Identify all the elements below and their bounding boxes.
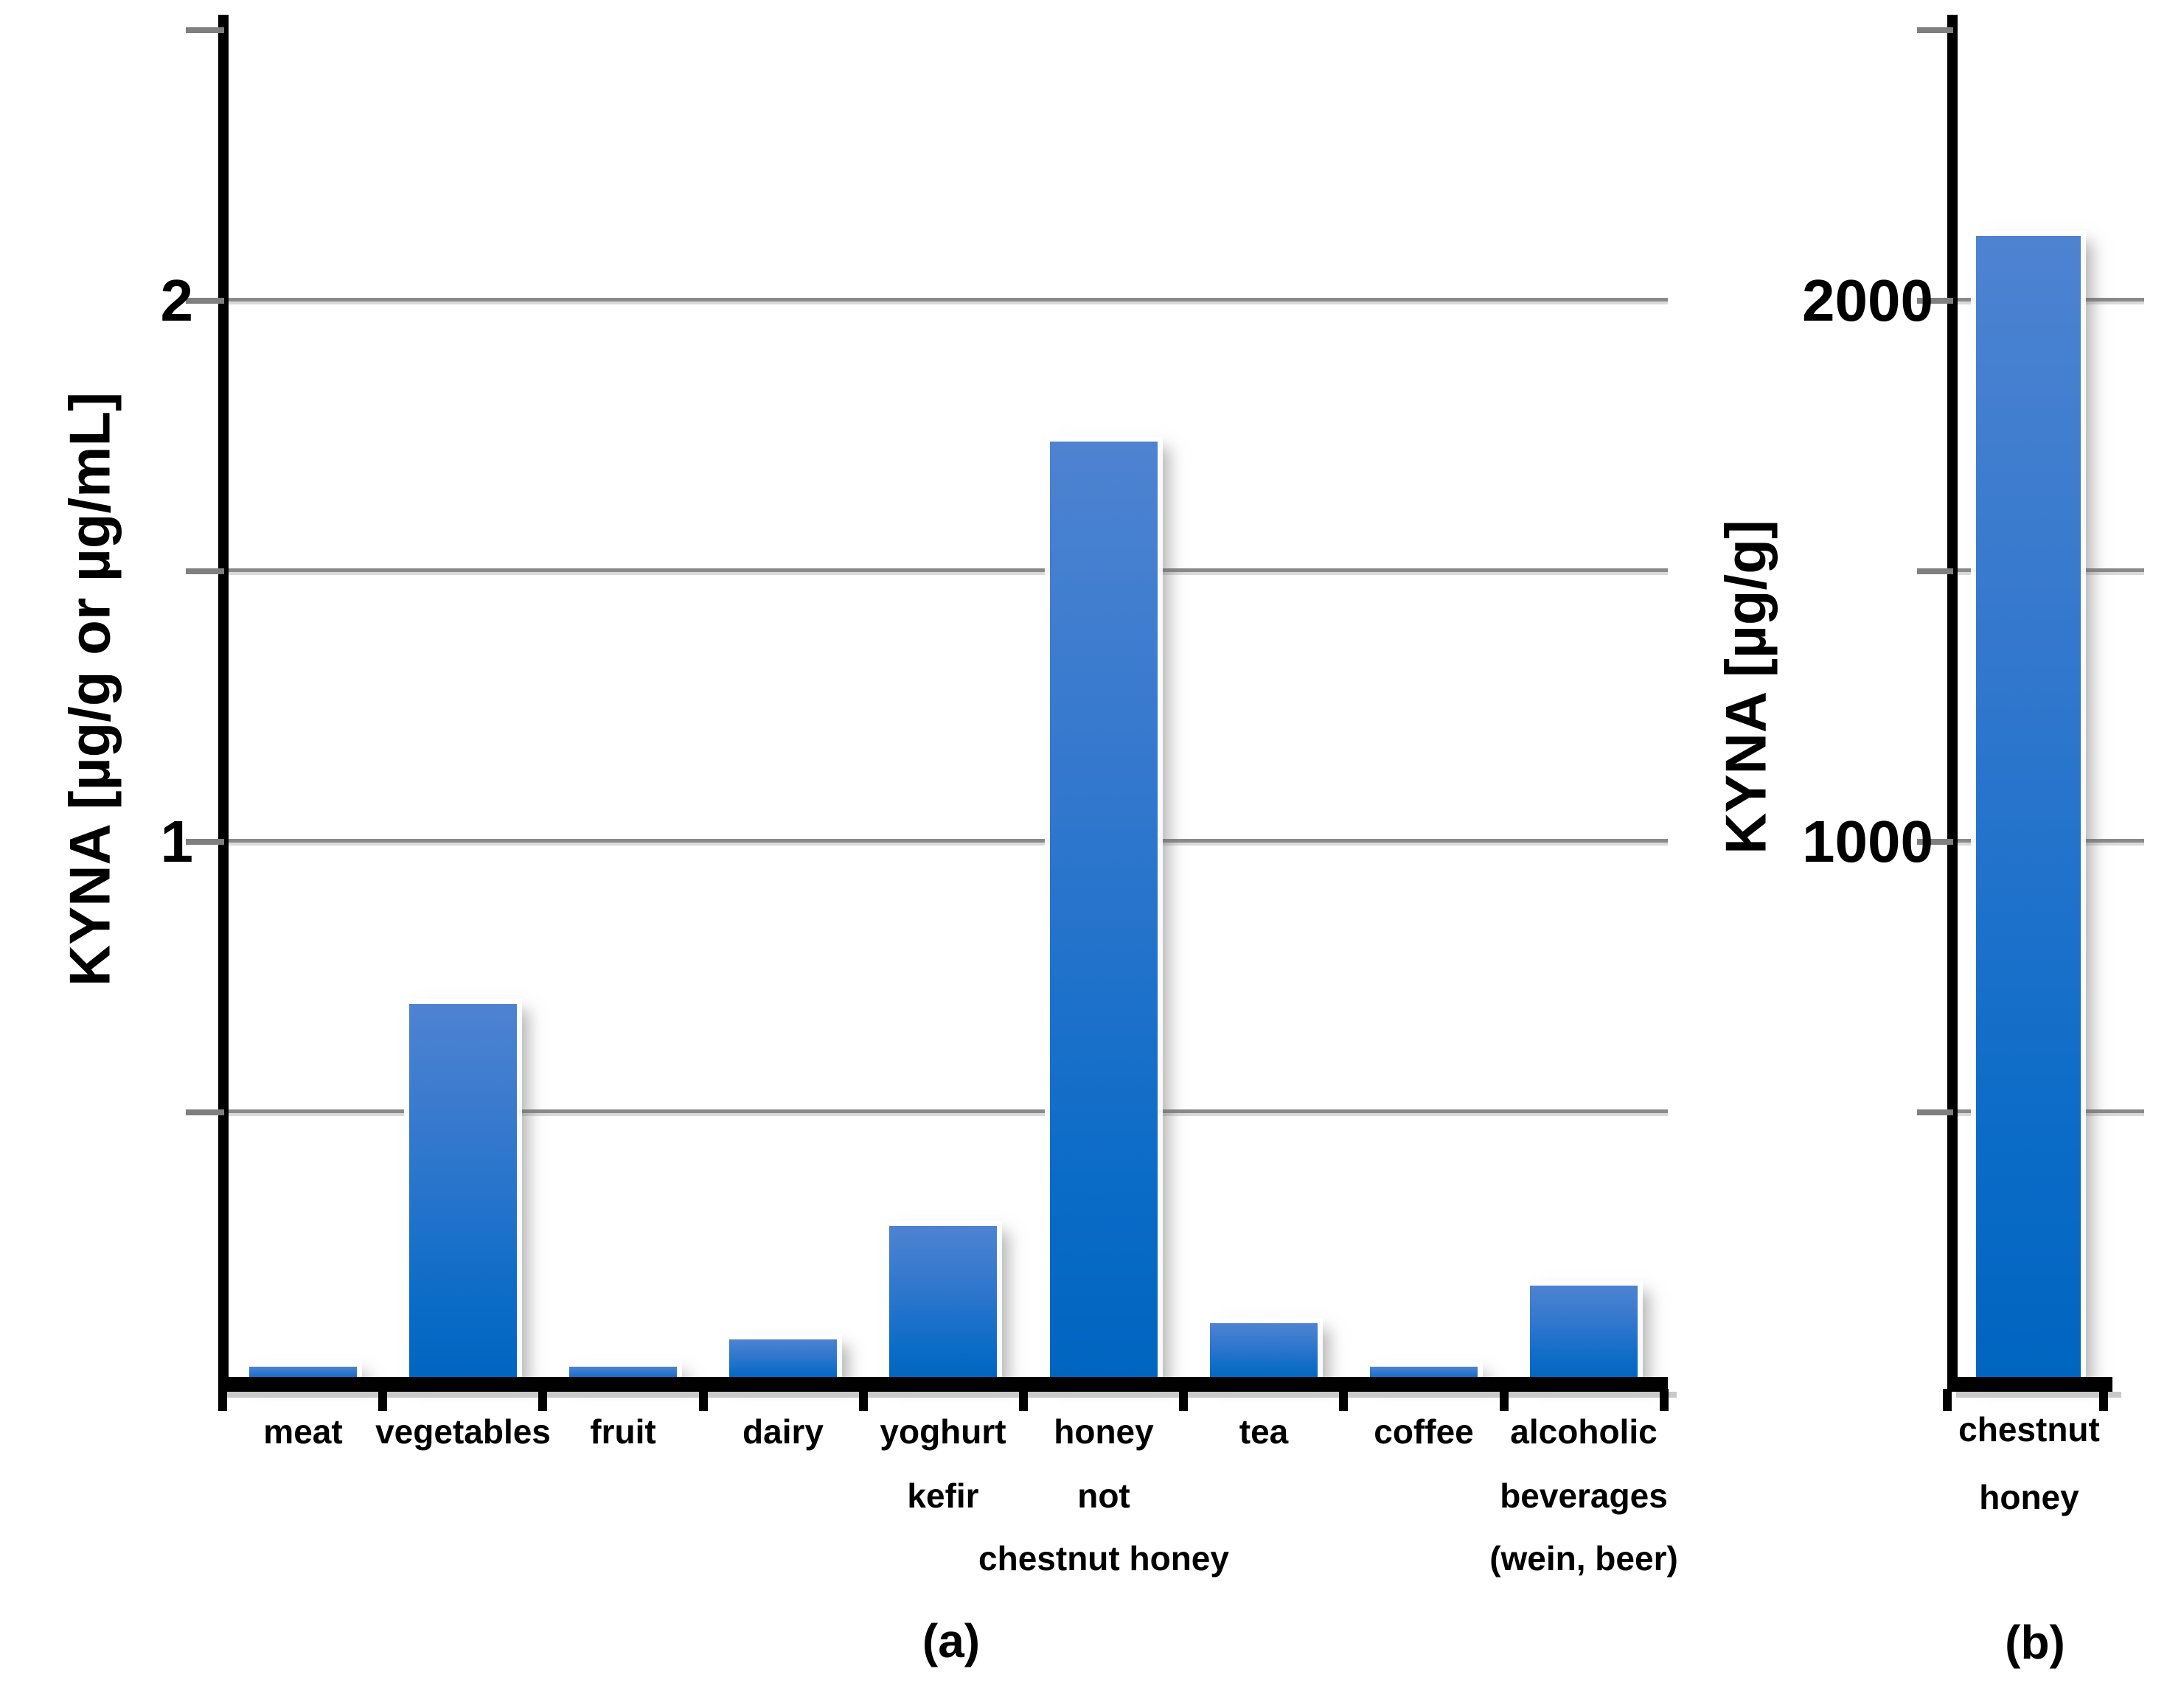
category-label-meat-line1: meat (263, 1412, 343, 1451)
category-label-honey-line1: honey (1054, 1412, 1154, 1451)
x-tick-a-3 (699, 1389, 708, 1411)
y-tick-a-0.5 (186, 1109, 224, 1115)
y-tick-b-2000 (1917, 298, 1953, 304)
y-tick-label-b-1000: 1000 (1802, 809, 1933, 874)
gridline-a-1 (229, 839, 1668, 846)
x-tick-a-4 (859, 1389, 868, 1411)
category-label-honey-line3: chestnut honey (978, 1539, 1229, 1578)
category-label-yoghurt-line2: kefir (907, 1477, 979, 1515)
x-tick-a-6 (1179, 1389, 1188, 1411)
y-tick-b-500 (1917, 1109, 1953, 1115)
category-label-yoghurt-line1: yoghurt (880, 1412, 1006, 1451)
category-label-coffee-line1: coffee (1374, 1412, 1474, 1451)
bar-yoghurt (889, 1226, 997, 1381)
category-label-vegetables-line1: vegetables (375, 1412, 551, 1451)
x-tick-a-0 (218, 1389, 227, 1411)
y-tick-label-a-2: 2 (160, 268, 194, 333)
y-tick-label-b-2000: 2000 (1802, 268, 1933, 333)
gridline-a-0.5 (229, 1109, 1668, 1116)
x-axis-shadow-b (1956, 1392, 2121, 1398)
y-tick-a-1.5 (186, 568, 224, 574)
bar-dairy (729, 1339, 837, 1381)
x-axis-line-a (218, 1377, 1668, 1392)
y-tick-label-a-1: 1 (160, 809, 194, 874)
x-tick-b-0 (1943, 1389, 1952, 1411)
x-tick-a-2 (538, 1389, 547, 1411)
gridline-a-1.5 (229, 568, 1668, 575)
panel-b-caption: (b) (2005, 1616, 2065, 1669)
x-tick-a-7 (1339, 1389, 1348, 1411)
category-label-chestnut-line1: chestnut (1958, 1410, 2100, 1449)
bar-honey (1050, 442, 1158, 1381)
bar-vegetables (409, 1004, 517, 1381)
category-label-alcoholic-line2: beverages (1500, 1477, 1668, 1515)
x-axis-line-b (1947, 1377, 2112, 1392)
bar-alcoholic (1530, 1286, 1638, 1381)
y-tick-b-2500 (1917, 27, 1953, 33)
x-tick-a-5 (1019, 1389, 1028, 1411)
category-label-chestnut-line2: honey (1979, 1478, 2079, 1516)
y-tick-a-2 (186, 298, 224, 304)
y-axis-title-panel-a: KYNA [µg/g or µg/mL] (57, 391, 122, 987)
gridline-a-2 (229, 298, 1668, 304)
panel-a-caption: (a) (922, 1614, 981, 1667)
y-axis-line-b (1947, 15, 1958, 1392)
y-tick-a-1 (186, 839, 224, 845)
category-label-honey-line2: not (1077, 1477, 1130, 1515)
x-tick-a-8 (1500, 1389, 1509, 1411)
bar-tea (1210, 1323, 1318, 1381)
y-tick-a-2.5 (186, 27, 224, 33)
category-label-fruit-line1: fruit (590, 1412, 656, 1451)
x-tick-a-9 (1660, 1389, 1669, 1411)
x-axis-shadow-a (227, 1392, 1677, 1398)
x-tick-a-1 (378, 1389, 387, 1411)
y-axis-line-a (218, 15, 229, 1392)
category-label-alcoholic-line1: alcoholic (1510, 1412, 1658, 1451)
y-tick-b-1000 (1917, 839, 1953, 845)
x-tick-b-1 (2099, 1389, 2108, 1411)
y-axis-title-panel-b: KYNA [µg/g] (1713, 520, 1778, 854)
category-label-alcoholic-line3: (wein, beer) (1489, 1539, 1678, 1578)
bar-chestnut (1976, 236, 2081, 1381)
category-label-tea-line1: tea (1239, 1412, 1289, 1451)
y-tick-b-1500 (1917, 568, 1953, 574)
category-label-dairy-line1: dairy (742, 1412, 824, 1451)
